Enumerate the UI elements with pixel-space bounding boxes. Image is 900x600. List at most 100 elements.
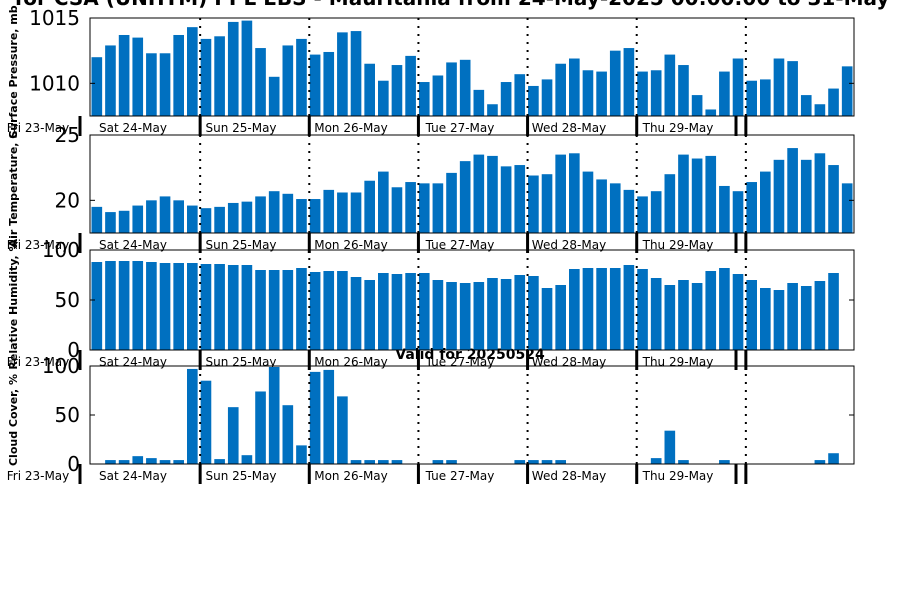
bar: [255, 48, 266, 116]
x-tick-label: Mon 26-May: [314, 469, 388, 483]
bar: [173, 200, 184, 233]
bar: [623, 265, 635, 350]
bar: [323, 369, 335, 464]
bar: [391, 460, 403, 464]
bar: [173, 460, 184, 464]
bar: [364, 180, 375, 233]
bar: [555, 63, 566, 116]
bar: [241, 201, 253, 233]
bar: [596, 71, 607, 116]
bar: [541, 79, 553, 116]
bar: [746, 182, 757, 233]
bar: [282, 45, 294, 116]
bar: [555, 285, 566, 350]
bar: [200, 38, 212, 116]
bar: [214, 459, 225, 464]
bar: [364, 460, 375, 464]
y-tick-label: 100: [42, 354, 80, 378]
bar: [719, 71, 730, 116]
x-tick-label: Mon 26-May: [314, 238, 388, 252]
bar: [582, 70, 594, 116]
bar: [405, 55, 416, 116]
bar: [705, 109, 717, 116]
bar: [514, 460, 526, 464]
bar: [296, 199, 307, 233]
bar: [569, 269, 580, 350]
bar: [350, 192, 362, 233]
bar: [350, 460, 362, 464]
y-axis-label: Surface Pressure, mb: [7, 5, 20, 138]
bar: [200, 208, 212, 233]
bar: [350, 277, 362, 350]
bar: [541, 174, 553, 233]
bar: [773, 159, 785, 233]
bar: [773, 58, 785, 116]
y-tick-label: 1015: [29, 6, 80, 30]
bar: [146, 262, 157, 350]
bar: [719, 268, 730, 350]
bar: [337, 192, 348, 233]
x-tick-label: Sat 24-May: [99, 469, 167, 483]
bar: [364, 63, 375, 116]
bar: [446, 172, 457, 233]
bar: [241, 265, 253, 350]
bar: [159, 263, 171, 350]
bar: [323, 189, 335, 233]
bar: [200, 264, 212, 350]
bar: [582, 171, 594, 233]
bar: [787, 148, 798, 233]
bar: [746, 280, 757, 350]
bar: [296, 38, 307, 116]
bar: [132, 205, 144, 233]
panel-4: 0 50 100 Cloud Cover, % Fri 23-May Sat 24-May…: [7, 354, 855, 484]
bar: [200, 380, 212, 464]
bar: [91, 57, 103, 116]
bar: [459, 161, 471, 233]
bar: [487, 104, 498, 116]
bar: [814, 281, 826, 350]
x-tick-label: Fri 23-May: [7, 121, 70, 135]
bar: [309, 54, 321, 116]
bar: [528, 460, 539, 464]
x-tick-label: Sun 25-May: [205, 238, 276, 252]
bar: [309, 199, 321, 233]
bar: [418, 273, 430, 350]
bar: [473, 89, 485, 116]
bar: [582, 268, 594, 350]
bar: [828, 273, 839, 350]
bar: [91, 262, 103, 350]
bar: [105, 212, 116, 233]
bar: [541, 288, 553, 350]
bar: [732, 191, 744, 233]
x-tick-label: Wed 28-May: [532, 121, 606, 135]
bar: [664, 285, 676, 350]
y-axis-label: Air Temperature, C: [7, 131, 20, 248]
bar: [296, 445, 307, 464]
bar: [282, 270, 294, 350]
bar: [418, 82, 430, 116]
bar: [391, 65, 403, 116]
bar: [378, 460, 389, 464]
x-tick-label: Thu 29-May: [642, 469, 714, 483]
bar: [255, 391, 266, 464]
bar: [773, 290, 785, 350]
x-tick-label: Fri 23-May: [7, 469, 70, 483]
bar: [732, 274, 744, 350]
bar: [159, 53, 171, 116]
x-tick-label: Sun 25-May: [205, 355, 276, 369]
bar: [118, 210, 130, 233]
bar: [828, 453, 839, 464]
bar: [691, 283, 703, 350]
plot-frame: [89, 17, 855, 117]
bar: [787, 61, 798, 116]
bar: [814, 460, 826, 464]
bar: [187, 263, 198, 350]
bar: [609, 268, 621, 350]
bar: [446, 62, 457, 116]
bar: [432, 280, 444, 350]
x-tick-label: Sun 25-May: [205, 469, 276, 483]
y-tick-label: 50: [55, 288, 80, 312]
x-tick-label: Wed 28-May: [532, 469, 606, 483]
y-tick-label: 50: [55, 403, 80, 427]
